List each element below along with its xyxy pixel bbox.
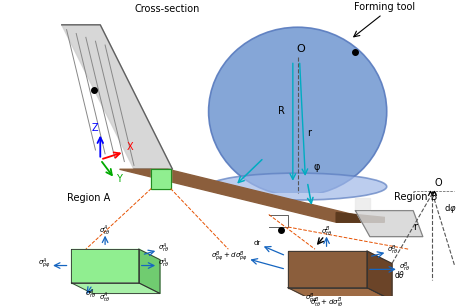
Text: d$\varphi$: d$\varphi$: [444, 202, 457, 215]
Text: $\sigma^{B}_{p\varphi}$: $\sigma^{B}_{p\varphi}$: [305, 291, 318, 306]
Text: $\sigma^{B}_{r\theta}$: $\sigma^{B}_{r\theta}$: [399, 261, 410, 274]
Text: Y: Y: [116, 174, 121, 184]
Polygon shape: [151, 169, 171, 188]
Text: $\sigma^{B}_{t\theta}$: $\sigma^{B}_{t\theta}$: [321, 225, 332, 238]
Polygon shape: [288, 288, 392, 300]
Polygon shape: [336, 212, 384, 222]
Polygon shape: [288, 251, 367, 288]
Ellipse shape: [209, 27, 387, 196]
Text: R: R: [278, 106, 285, 116]
Text: $\sigma^{A}_{t\theta}$: $\sigma^{A}_{t\theta}$: [100, 224, 111, 237]
Text: Forming tool: Forming tool: [354, 2, 415, 12]
Polygon shape: [269, 215, 288, 227]
Polygon shape: [62, 25, 173, 169]
Text: $\sigma^{B}_{r\theta}$: $\sigma^{B}_{r\theta}$: [387, 243, 399, 257]
Text: Region A: Region A: [66, 193, 110, 203]
Polygon shape: [119, 169, 384, 222]
Text: d$\theta$: d$\theta$: [394, 269, 405, 280]
Text: Region B: Region B: [394, 192, 438, 202]
Bar: [201, 193, 394, 296]
Text: r: r: [307, 127, 311, 138]
Text: O: O: [434, 178, 442, 188]
Text: $\sigma^{A}_{p\varphi}$: $\sigma^{A}_{p\varphi}$: [37, 256, 50, 271]
Text: $\sigma^{B}_{t\theta}+d\sigma^{B}_{t\theta}$: $\sigma^{B}_{t\theta}+d\sigma^{B}_{t\the…: [310, 295, 344, 307]
Polygon shape: [139, 249, 160, 293]
Polygon shape: [356, 211, 423, 237]
Text: $\sigma^{A}_{r\theta}$: $\sigma^{A}_{r\theta}$: [85, 288, 96, 301]
Ellipse shape: [209, 173, 387, 200]
Polygon shape: [356, 198, 370, 211]
Polygon shape: [72, 249, 139, 283]
Text: dr: dr: [254, 240, 261, 246]
Text: $\sigma^{A}_{r\theta}$: $\sigma^{A}_{r\theta}$: [158, 257, 169, 270]
Text: r: r: [413, 222, 417, 232]
Text: φ: φ: [313, 162, 319, 172]
Text: $\sigma^{A}_{t\theta}$: $\sigma^{A}_{t\theta}$: [100, 290, 111, 304]
Text: $\sigma^{B}_{p\varphi}+d\sigma^{B}_{p\varphi}$: $\sigma^{B}_{p\varphi}+d\sigma^{B}_{p\va…: [211, 250, 247, 264]
Text: X: X: [126, 142, 133, 152]
Text: Z: Z: [91, 123, 98, 133]
Text: O: O: [296, 44, 305, 54]
Polygon shape: [367, 251, 392, 300]
Text: $\sigma^{A}_{r\theta}$: $\sigma^{A}_{r\theta}$: [158, 241, 169, 255]
Text: Cross-section: Cross-section: [135, 4, 201, 14]
Polygon shape: [72, 283, 160, 293]
